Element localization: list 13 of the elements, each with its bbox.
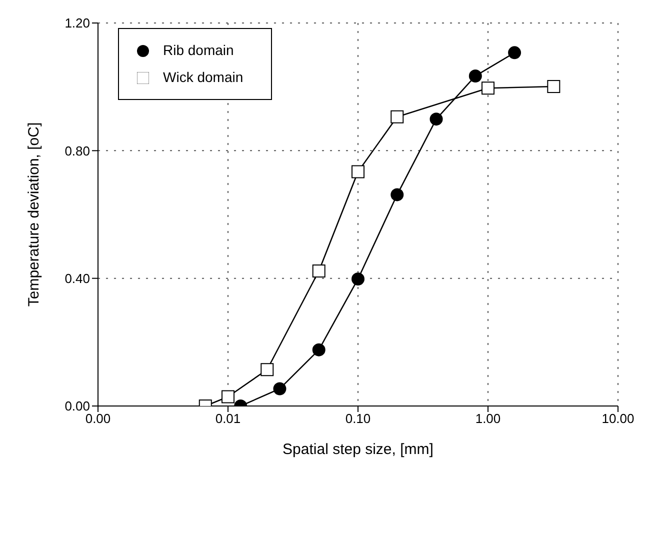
legend-label: Wick domain	[163, 69, 244, 85]
y-axis-title: Temperature deviation, [oC]	[25, 122, 42, 307]
x-tick-label: 0.00	[85, 411, 111, 426]
x-tick-label: 1.00	[475, 411, 501, 426]
y-tick-label: 0.00	[64, 398, 90, 414]
x-tick-label: 10.00	[602, 411, 634, 426]
x-tick-label: 0.10	[345, 411, 371, 426]
x-axis-title: Spatial step size, [mm]	[282, 441, 434, 458]
y-tick-label: 1.20	[64, 16, 90, 31]
y-tick-label: 0.40	[64, 270, 90, 286]
legend-label: Rib domain	[163, 42, 234, 58]
y-tick-label: 0.80	[64, 143, 90, 158]
x-tick-label: 0.01	[215, 411, 241, 426]
